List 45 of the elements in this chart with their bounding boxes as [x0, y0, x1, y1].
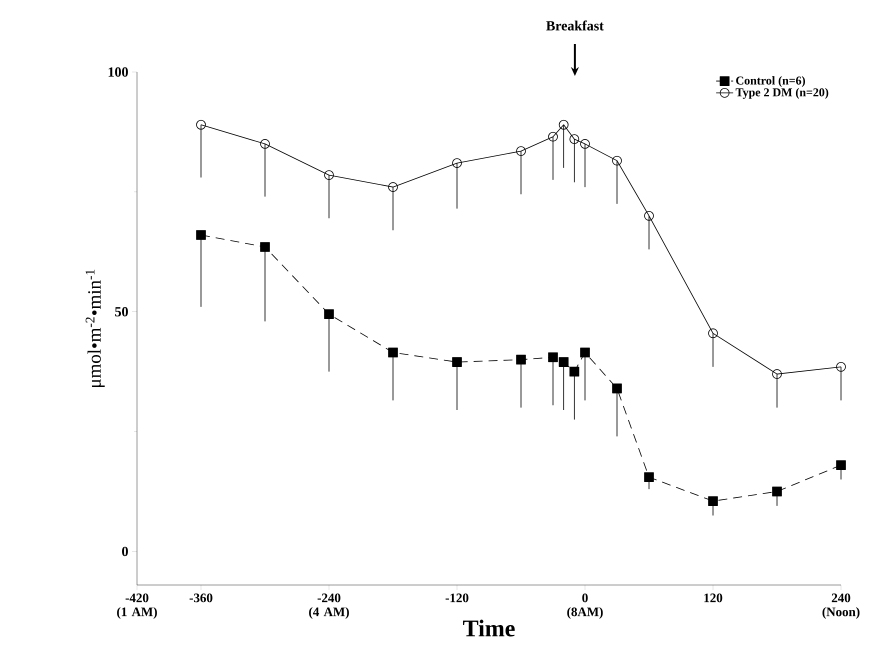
point [612, 156, 622, 166]
legend-label: Type 2 DM (n=20) [736, 88, 828, 99]
point [558, 357, 569, 367]
x-tick-label: -120 [446, 594, 468, 602]
point [548, 352, 558, 362]
legend-label: Control (n=6) [736, 76, 806, 88]
point [452, 158, 462, 168]
point [558, 120, 569, 130]
x-tick-label: 120 [704, 594, 722, 602]
x-tick-label: -240 (4 AM) [309, 594, 349, 619]
point [196, 120, 206, 130]
point [580, 348, 590, 358]
point [324, 170, 334, 180]
point [516, 354, 526, 365]
point [324, 309, 334, 320]
text: Breakfast [546, 20, 604, 30]
point [569, 134, 580, 144]
y-tick-label: 0 [122, 546, 128, 556]
point [644, 210, 654, 221]
point [836, 362, 846, 372]
point [260, 242, 270, 252]
x-tick-label: -420 (1 AM) [117, 594, 157, 619]
point [196, 230, 206, 240]
point [388, 182, 398, 192]
point [612, 384, 622, 394]
y-tick-label: 50 [115, 307, 128, 316]
x-tick-label: 240 (Noon) [822, 594, 860, 619]
point [708, 328, 718, 338]
point [708, 496, 718, 506]
point [836, 460, 846, 470]
x-tick-label: -360 [190, 594, 212, 602]
y-axis-title: μmol•m$^{-2}$•min$^{-1}$ [86, 270, 105, 388]
point [772, 369, 782, 379]
point [260, 139, 270, 149]
point [772, 486, 782, 496]
point [580, 139, 590, 149]
y-tick-label: 100 [108, 67, 128, 77]
point [452, 357, 462, 367]
point [569, 366, 580, 377]
point [548, 132, 558, 142]
x-tick-label: 0 (8AM) [567, 594, 603, 619]
point [644, 472, 654, 482]
point [516, 146, 526, 156]
point [388, 348, 398, 358]
x-axis-title: Time [463, 620, 515, 636]
